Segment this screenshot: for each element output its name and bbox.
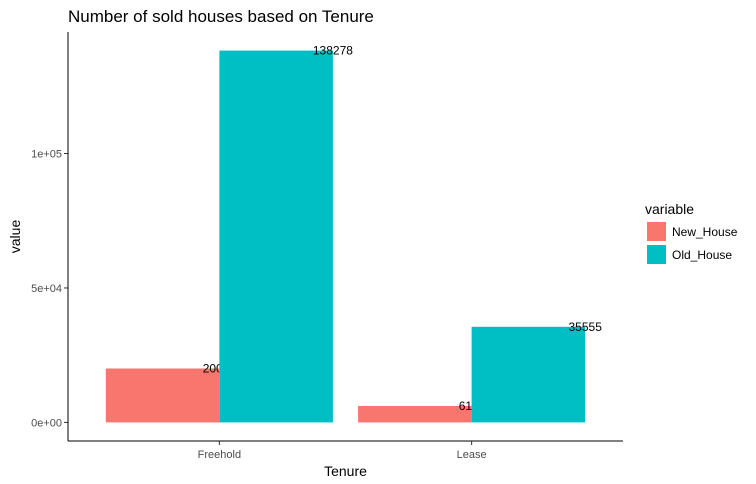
legend-title: variable <box>645 201 694 217</box>
plot-area: 20048138278Freehold611635555Lease0e+005e… <box>31 32 623 461</box>
bar-old-house-lease <box>471 326 586 423</box>
bar-new-house-freehold <box>105 368 220 423</box>
data-label: 138278 <box>313 44 353 58</box>
y-tick-label: 1e+05 <box>31 149 62 161</box>
bar-old-house-freehold <box>219 50 333 423</box>
x-tick-label: Lease <box>457 449 487 461</box>
legend-label-new-house: New_House <box>672 225 738 239</box>
x-axis-title: Tenure <box>324 463 367 479</box>
data-label: 35555 <box>569 320 603 334</box>
legend: variable New_House Old_House <box>645 201 738 264</box>
y-tick-label: 0e+00 <box>31 417 62 429</box>
chart-title: Number of sold houses based on Tenure <box>68 7 374 26</box>
legend-swatch-old-house <box>647 245 666 264</box>
y-tick-label: 5e+04 <box>31 283 62 295</box>
bar-new-house-lease <box>358 406 472 423</box>
legend-swatch-new-house <box>647 222 666 241</box>
x-tick-label: Freehold <box>198 449 241 461</box>
y-axis-title: value <box>7 220 23 254</box>
legend-label-old-house: Old_House <box>672 248 732 262</box>
